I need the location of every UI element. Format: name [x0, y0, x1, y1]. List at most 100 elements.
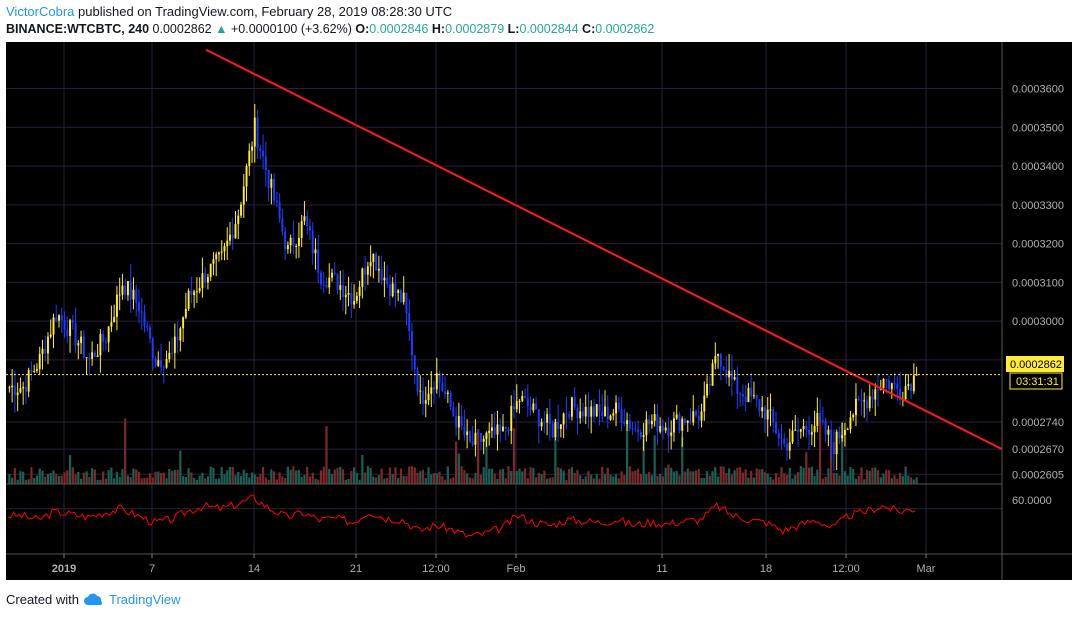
current-price-tag: 0.0002862 03:31:31 — [1006, 356, 1064, 390]
candle-body — [303, 216, 306, 222]
volume-bar — [736, 467, 739, 484]
candle-body — [184, 308, 187, 318]
trendline[interactable] — [205, 48, 1003, 450]
candle-body — [667, 427, 670, 436]
candle-body — [890, 383, 893, 390]
volume-bar — [416, 472, 419, 484]
volume-bar — [16, 479, 19, 484]
volume-bar — [532, 467, 535, 484]
volume-bar — [170, 470, 174, 484]
volume-bar — [901, 476, 904, 484]
volume-bar — [380, 468, 383, 484]
volume-bar — [270, 469, 273, 484]
time-axis[interactable]: 2019 7 14 21 12:00 Feb 11 18 12:00 Mar — [52, 554, 936, 575]
volume-bar — [799, 466, 802, 484]
volume-bar — [140, 478, 143, 484]
candle-body — [664, 427, 667, 431]
candle-body — [273, 178, 276, 201]
volume-bar — [824, 476, 827, 484]
candle-body — [615, 402, 618, 414]
volume-bar — [865, 469, 869, 484]
candle-body — [151, 338, 154, 359]
volume-bar — [540, 474, 543, 484]
volume-bar — [118, 476, 121, 484]
candle-body — [245, 165, 248, 187]
volume-bar — [435, 473, 438, 484]
volume-bar — [852, 469, 855, 484]
candle-body — [910, 384, 913, 392]
candle-body — [209, 263, 212, 277]
candle-body — [286, 245, 289, 250]
volume-bar — [827, 468, 830, 484]
candle-body — [579, 411, 582, 419]
volume-bar — [623, 475, 626, 484]
candle-body — [435, 373, 438, 390]
candle-body — [584, 406, 587, 417]
volume-bar — [614, 474, 618, 484]
volume-bar — [485, 432, 488, 484]
volume-bar — [686, 468, 689, 484]
candle-body — [816, 412, 819, 426]
author-link[interactable]: VictorCobra — [6, 4, 75, 19]
candle-body — [267, 169, 270, 188]
candle-body — [761, 407, 764, 412]
volume-bar — [562, 470, 565, 484]
volume-bars — [8, 418, 918, 484]
close-label: C: — [582, 22, 596, 36]
volume-bar — [477, 429, 480, 484]
candle-body — [722, 366, 725, 370]
volume-bar — [915, 477, 918, 484]
candle-body — [593, 406, 595, 417]
volume-bar — [115, 471, 119, 484]
volume-bar — [741, 472, 744, 484]
candle-body — [33, 370, 36, 372]
candle-body — [391, 283, 394, 297]
volume-bar — [71, 467, 74, 484]
volume-bar — [534, 477, 538, 484]
candle-body — [259, 148, 262, 151]
candle-body — [821, 420, 824, 422]
volume-bar — [455, 441, 458, 484]
candle-body — [852, 414, 855, 418]
volume-bar — [659, 473, 662, 484]
candle-body — [110, 322, 113, 327]
candle-body — [190, 290, 193, 296]
candle-body — [226, 240, 229, 247]
price-tick-label: 0.0003400 — [1012, 161, 1064, 173]
symbol-bar: BINANCE:WTCBTC, 240 0.0002862 ▲ +0.00001… — [6, 22, 654, 36]
candle-body — [129, 281, 132, 300]
candle-body — [518, 401, 521, 403]
price-tick-label: 0.0003300 — [1012, 200, 1064, 212]
high-value: 0.0002879 — [445, 22, 505, 36]
candle-body — [104, 341, 107, 343]
candle-body — [253, 117, 256, 147]
candle-body — [361, 268, 364, 287]
volume-bar — [504, 478, 507, 484]
candle-body — [642, 435, 645, 438]
volume-bar — [526, 478, 529, 484]
volume-bar — [763, 472, 767, 484]
volume-bar — [620, 471, 623, 484]
volume-bar — [430, 474, 433, 484]
candle-body — [96, 355, 99, 357]
volume-bar — [755, 468, 758, 484]
tradingview-brand[interactable]: TradingView — [108, 592, 181, 607]
volume-bar — [256, 476, 259, 484]
volume-bar — [107, 470, 110, 484]
candle-body — [573, 397, 576, 408]
candle-body — [353, 300, 356, 305]
candle-body — [350, 292, 353, 305]
candle-body — [521, 395, 524, 402]
volume-bar — [68, 455, 72, 484]
volume-bar — [788, 467, 791, 484]
candle-body — [297, 238, 300, 247]
volume-bar — [703, 477, 706, 484]
candle-body — [446, 392, 449, 394]
candle-body — [231, 234, 234, 239]
candle-body — [220, 251, 223, 253]
candle-body — [44, 348, 47, 354]
candle-body — [452, 407, 455, 416]
price-chart[interactable]: 0.0003600 0.0003500 0.0003400 0.0003300 0.00… — [6, 42, 1072, 580]
volume-bar — [352, 467, 356, 484]
volume-bar — [725, 473, 728, 484]
